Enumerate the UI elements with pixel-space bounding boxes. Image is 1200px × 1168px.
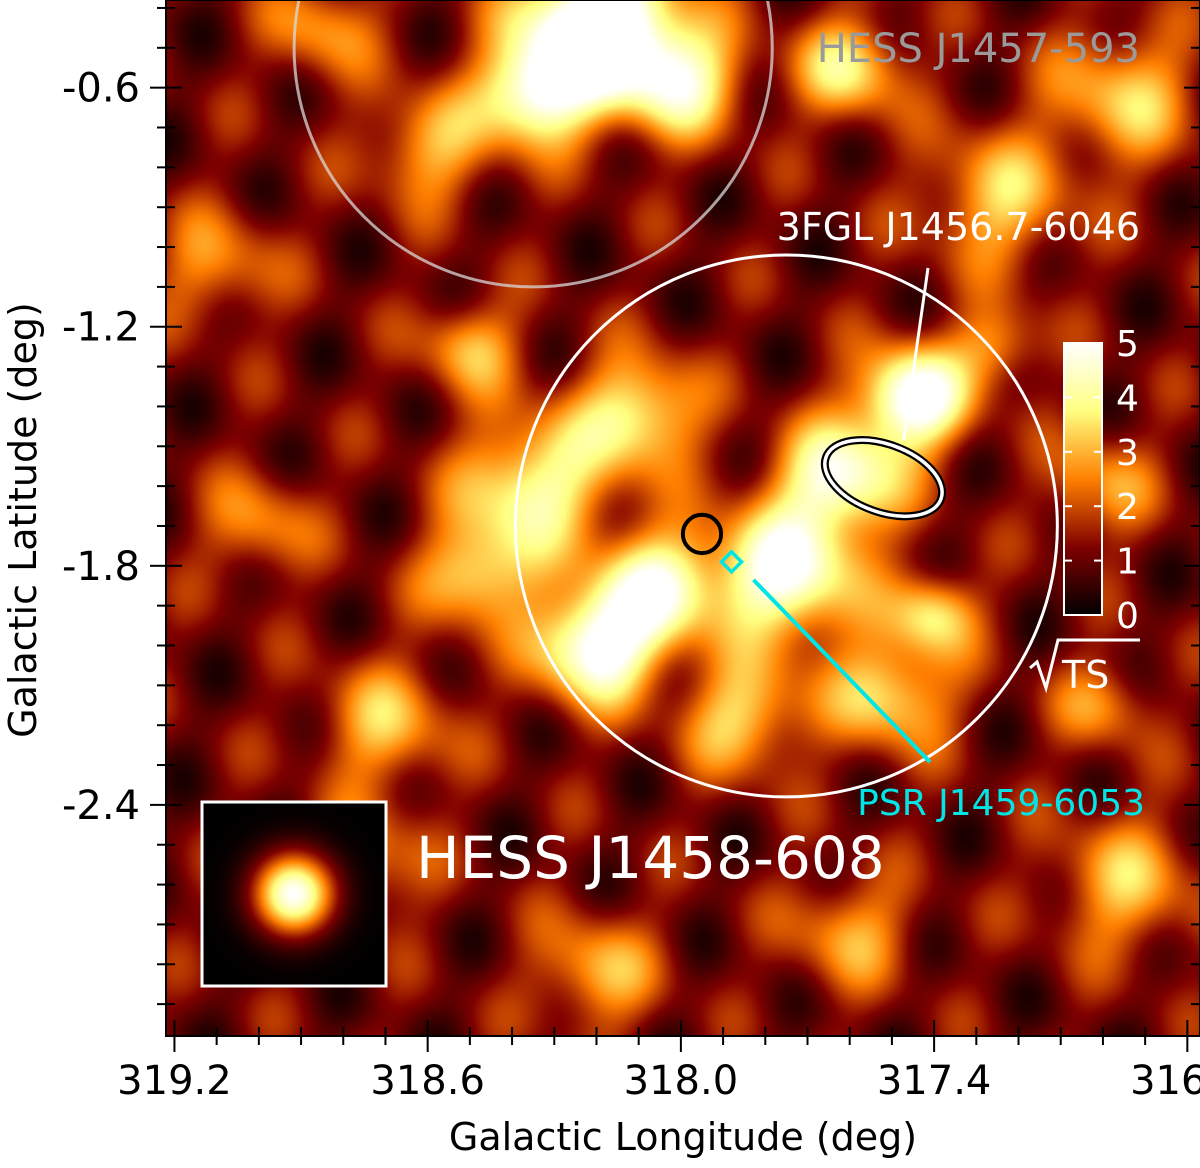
- psr-diamond-marker: [719, 549, 745, 575]
- colorbar: 0 1 2 3 4 5 TS: [1029, 324, 1140, 697]
- y-tick-label: -1.2: [62, 305, 140, 351]
- colorbar-tick-label: 2: [1116, 487, 1139, 528]
- colorbar-tick-label: 5: [1116, 324, 1139, 365]
- label-hess-j1458-608: HESS J1458-608: [416, 824, 885, 892]
- psr-pointer-line: [752, 578, 932, 764]
- source-circle-0: [513, 253, 1059, 799]
- label-hess-j1457-593: HESS J1457-593: [817, 26, 1140, 72]
- psf-inset: [200, 800, 388, 988]
- plot-frame: [165, 0, 1200, 1037]
- colorbar-tick-label: 1: [1116, 542, 1139, 583]
- colorbar-bar: [1063, 342, 1103, 616]
- x-tick-label: 319.2: [117, 1058, 232, 1104]
- fermi-ellipse-inner: [823, 438, 944, 518]
- label-3fgl-j1456: 3FGL J1456.7-6046: [777, 205, 1140, 249]
- source-overlays: [292, 0, 1059, 799]
- y-axis-label: Galactic Latitude (deg): [1, 302, 45, 738]
- colorbar-tick-label: 0: [1116, 596, 1139, 637]
- colorbar-ticks: 0 1 2 3 4 5: [1064, 324, 1139, 637]
- psf-inset-image: [202, 802, 386, 986]
- x-tick-label: 318.6: [370, 1058, 485, 1104]
- centroid-circle: [680, 512, 724, 556]
- psf-inset-frame: [200, 800, 388, 988]
- sqrt-sign: [1029, 638, 1140, 694]
- y-tick-label: -1.8: [62, 544, 140, 590]
- colorbar-title: TS: [1029, 638, 1140, 697]
- x-tick-label: 316.8: [1130, 1058, 1200, 1104]
- y-axis-ticks: -0.6 -1.2 -1.8 -2.4: [62, 6, 1200, 1006]
- fermi-pointer-line: [901, 267, 930, 441]
- source-circle-1: [292, 0, 774, 289]
- label-psr-j1459-6053: PSR J1459-6053: [857, 783, 1145, 824]
- y-tick-label: -2.4: [62, 783, 140, 829]
- x-axis-ticks: 319.2 318.6 318.0 317.4 316.8: [117, 1020, 1200, 1104]
- colorbar-tick-label: 4: [1116, 378, 1139, 419]
- x-tick-label: 318.0: [624, 1058, 739, 1104]
- colorbar-tick-label: 3: [1116, 433, 1139, 474]
- y-tick-label: -0.6: [62, 66, 140, 112]
- colorbar-label: TS: [1061, 653, 1109, 697]
- x-tick-label: 317.4: [877, 1058, 992, 1104]
- x-axis-label: Galactic Longitude (deg): [449, 1115, 917, 1159]
